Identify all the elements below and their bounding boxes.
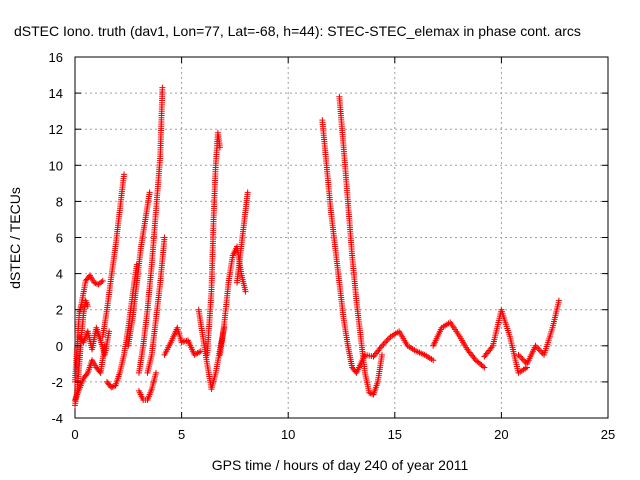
x-axis-label: GPS time / hours of day 240 of year 2011 — [212, 457, 469, 473]
data-point — [242, 288, 249, 295]
series-arc-o — [234, 189, 251, 286]
data-point — [216, 144, 223, 151]
x-tick-label: 10 — [281, 427, 295, 442]
y-tick-label: 6 — [56, 231, 63, 246]
data-point-interp — [109, 383, 116, 390]
x-tick-label: 20 — [494, 427, 508, 442]
data-point — [106, 328, 113, 335]
data-point — [481, 364, 488, 371]
data-point — [146, 189, 153, 196]
y-tick-label: 8 — [56, 194, 63, 209]
data-point — [159, 84, 166, 91]
data-point — [121, 171, 128, 178]
data-point — [84, 303, 91, 310]
data-point — [108, 384, 115, 391]
y-tick-labels: -4 -2 0 2 4 6 8 10 12 14 16 — [49, 50, 63, 426]
series-arc-r — [361, 328, 437, 364]
data-point — [430, 357, 437, 364]
series-arc-d — [72, 342, 108, 403]
data-point — [161, 234, 168, 241]
series-arc-s — [430, 319, 488, 371]
data-point-interp — [479, 363, 486, 370]
series-arc-j — [135, 369, 160, 403]
series-arc-t — [481, 306, 530, 376]
y-tick-label: 16 — [49, 50, 63, 65]
y-tick-label: 14 — [49, 86, 63, 101]
series-arc-h — [135, 84, 166, 376]
data-point — [379, 351, 386, 358]
data-point — [555, 297, 562, 304]
series-arc-b — [72, 272, 106, 385]
series-arc-c — [76, 324, 113, 358]
data-point-interp — [94, 280, 101, 287]
y-tick-label: 10 — [49, 158, 63, 173]
data-point-interp — [367, 390, 374, 397]
data-point — [153, 369, 160, 376]
data-point — [99, 277, 106, 284]
chart-title: dSTEC Iono. truth (dav1, Lon=77, Lat=-68… — [14, 23, 581, 39]
y-axis-label: dSTEC / TECUs — [7, 187, 23, 289]
data-point — [101, 342, 108, 349]
y-tick-label: 12 — [49, 122, 63, 137]
data-point-interp — [98, 279, 105, 286]
series-arc-n — [216, 243, 249, 358]
series-arc-e — [99, 171, 128, 340]
x-tick-labels: 0 5 10 15 20 25 — [71, 427, 615, 442]
data-point — [244, 189, 251, 196]
series-arc-m — [204, 129, 223, 358]
data-points — [72, 84, 562, 409]
x-tick-label: 5 — [178, 427, 185, 442]
y-tick-label: 0 — [56, 339, 63, 354]
y-tick-label: -2 — [51, 375, 63, 390]
series-arc-g — [125, 189, 153, 349]
tick-marks — [74, 56, 609, 419]
series-arc-k — [161, 324, 204, 358]
series-arc-i — [144, 234, 168, 376]
series-arc-q — [336, 93, 386, 398]
y-tick-label: 4 — [56, 267, 63, 282]
x-tick-label: 25 — [601, 427, 615, 442]
grid-lines — [75, 57, 608, 418]
y-tick-label: 2 — [56, 303, 63, 318]
data-point — [91, 279, 98, 286]
x-tick-label: 0 — [71, 427, 78, 442]
series-arc-u — [515, 297, 562, 367]
data-point-interp — [83, 371, 90, 378]
x-tick-label: 15 — [388, 427, 402, 442]
y-tick-label: -4 — [51, 411, 63, 426]
